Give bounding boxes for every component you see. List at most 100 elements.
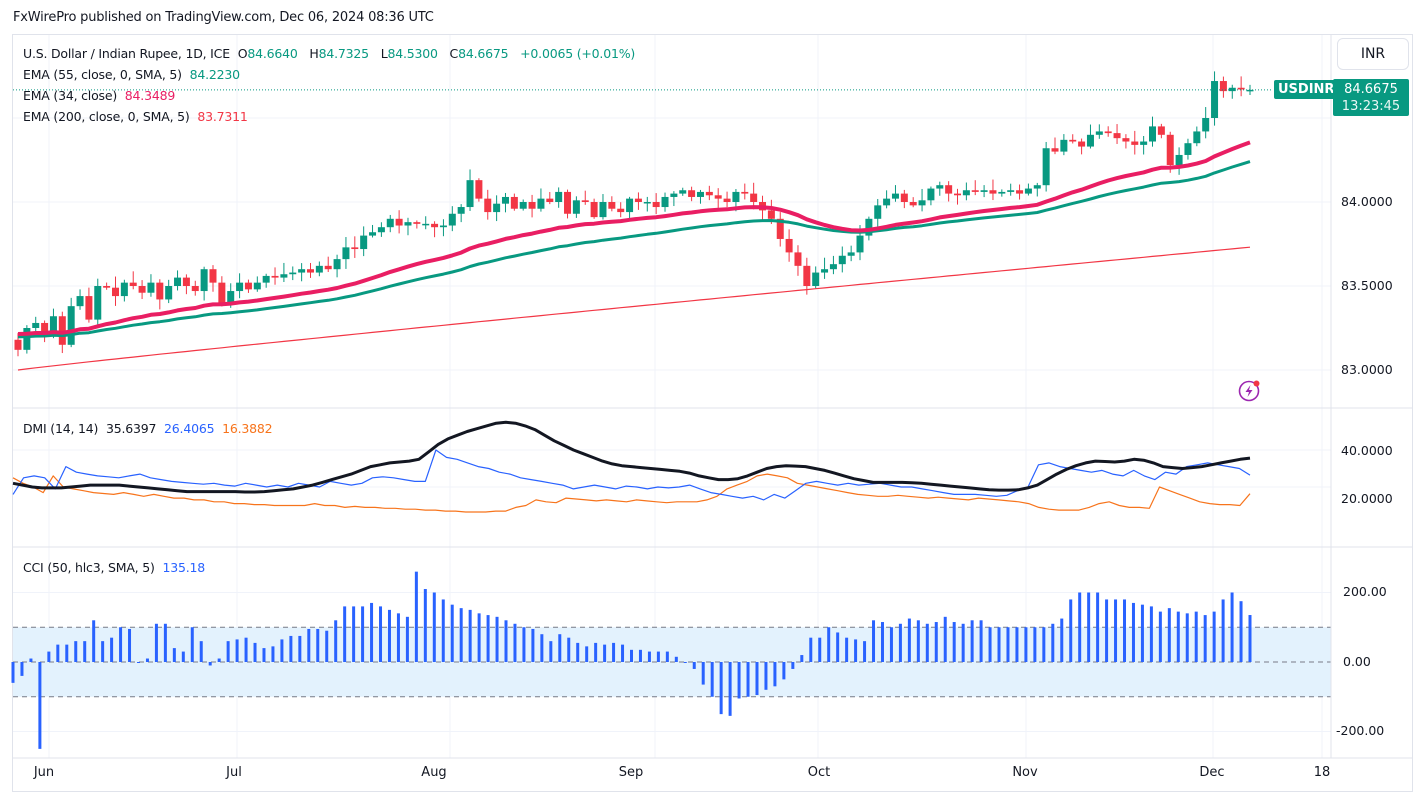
- candle-body: [386, 218, 394, 228]
- candle-body: [298, 269, 306, 273]
- candle-body: [670, 193, 678, 197]
- cci-bar: [280, 639, 284, 662]
- cci-bar: [1221, 599, 1225, 662]
- ema55-label: EMA (55, close, 0, SMA, 5): [23, 67, 182, 82]
- candle-body: [1024, 188, 1032, 194]
- candle-body: [688, 190, 696, 197]
- candle-body: [14, 339, 22, 350]
- candle-body: [945, 185, 953, 194]
- cci-value: 135.18: [162, 560, 205, 575]
- candle-body: [1131, 141, 1139, 145]
- cci-bar: [773, 662, 777, 687]
- candle-body: [253, 282, 261, 290]
- candle-body: [865, 218, 873, 236]
- time-axis-tick: Jun: [33, 765, 55, 780]
- cci-bar: [459, 608, 463, 662]
- cci-bar: [1024, 627, 1028, 662]
- currency-button[interactable]: INR: [1337, 38, 1409, 70]
- dmi-minus-value: 16.3882: [222, 421, 273, 436]
- cci-bar: [872, 620, 876, 662]
- cci-bar: [83, 641, 87, 662]
- cci-bar: [638, 649, 642, 662]
- cci-bar: [20, 662, 24, 676]
- candle-body: [776, 218, 784, 239]
- candle-body: [1184, 143, 1192, 155]
- candle-body: [306, 269, 314, 273]
- cci-bar: [334, 620, 338, 662]
- ema200-label: EMA (200, close, 0, SMA, 5): [23, 109, 190, 124]
- lightning-icon[interactable]: [1238, 378, 1262, 402]
- open-value: 84.6640: [247, 46, 298, 61]
- candle-body: [431, 223, 439, 228]
- candle-body: [23, 328, 31, 350]
- cci-bar: [504, 620, 508, 662]
- bar-countdown: 13:23:45: [1341, 99, 1401, 114]
- candle-body: [510, 196, 518, 209]
- cci-legend[interactable]: CCI (50, hlc3, SMA, 5) 135.18: [23, 560, 209, 575]
- cci-bar: [845, 637, 849, 662]
- cci-bar: [1060, 618, 1064, 662]
- cci-bar: [943, 616, 947, 662]
- ema200-legend[interactable]: EMA (200, close, 0, SMA, 5) 83.7311: [23, 109, 252, 124]
- cci-bar: [513, 623, 517, 662]
- candle-body: [608, 202, 616, 209]
- low-value: 84.5300: [387, 46, 438, 61]
- cci-bar: [585, 646, 589, 662]
- ema55-legend[interactable]: EMA (55, close, 0, SMA, 5) 84.2230: [23, 67, 244, 82]
- cci-bar: [1194, 611, 1198, 662]
- candle-body: [236, 282, 244, 292]
- close-value: 84.6675: [458, 46, 509, 61]
- cci-bar: [1042, 627, 1046, 662]
- cci-bar: [621, 644, 625, 662]
- ema34-legend[interactable]: EMA (34, close) 84.3489: [23, 88, 179, 103]
- candle-body: [244, 282, 252, 290]
- cci-bar: [612, 642, 616, 662]
- candle-body: [794, 252, 802, 266]
- candle-body: [679, 190, 687, 194]
- candle-body: [954, 193, 962, 196]
- dmi-legend[interactable]: DMI (14, 14) 35.6397 26.4065 16.3882: [23, 421, 276, 436]
- cci-bar: [154, 623, 158, 662]
- candle-body: [422, 223, 430, 226]
- cci-bar: [1167, 608, 1171, 662]
- cci-bar: [898, 623, 902, 662]
- cci-bar: [38, 662, 42, 749]
- price-axis-tick: 84.0000: [1341, 194, 1393, 209]
- cci-bar: [217, 658, 221, 662]
- cci-bar: [325, 630, 329, 662]
- cci-bar: [56, 644, 60, 662]
- candle-body: [634, 198, 642, 202]
- candle-body: [342, 247, 350, 260]
- candle-body: [750, 193, 758, 202]
- cci-bar: [1185, 613, 1189, 662]
- cci-bar: [1248, 615, 1252, 662]
- candle-body: [1140, 141, 1148, 145]
- candle-body: [980, 190, 988, 192]
- cci-bar: [764, 662, 768, 690]
- ema34-line: [17, 140, 1251, 336]
- candle-body: [103, 286, 111, 288]
- time-axis-tick: Oct: [807, 765, 831, 780]
- di-minus-line: [12, 473, 1251, 513]
- cci-bar: [1203, 615, 1207, 662]
- candle-body: [1104, 131, 1112, 134]
- time-axis-tick: 18: [1313, 765, 1331, 780]
- candle-body: [696, 191, 704, 197]
- cci-bar: [1015, 627, 1019, 662]
- candle-body: [413, 222, 421, 224]
- cci-axis-tick: -200.00: [1336, 723, 1385, 738]
- ema34-label: EMA (34, close): [23, 88, 118, 103]
- candle-body: [909, 202, 917, 206]
- cci-bar: [925, 623, 929, 662]
- candle-body: [812, 272, 820, 286]
- cci-bar: [432, 592, 436, 662]
- candle-body: [617, 208, 625, 213]
- cci-bar: [603, 644, 607, 662]
- candle-body: [395, 218, 403, 226]
- cci-bar: [567, 637, 571, 662]
- cci-bar: [1140, 604, 1144, 662]
- candle-body: [501, 196, 509, 204]
- candle-body: [1237, 87, 1245, 90]
- candle-body: [41, 322, 49, 334]
